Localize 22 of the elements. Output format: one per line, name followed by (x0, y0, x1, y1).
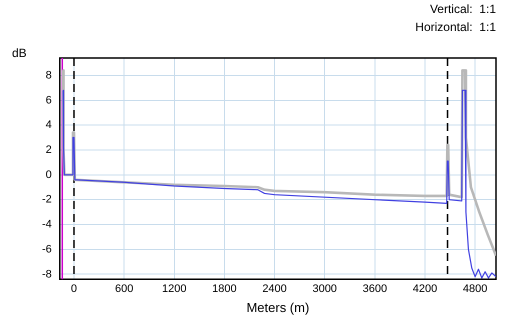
x-tick-label: 3000 (312, 282, 337, 295)
x-tick-label: 4800 (462, 282, 488, 295)
x-tick-label: 2400 (262, 282, 287, 295)
y-tick-label: 4 (46, 119, 52, 132)
x-tick-label: 4200 (412, 282, 438, 295)
text: Vertical: 1:1 (430, 2, 496, 16)
x-tick-label: 1800 (212, 282, 237, 295)
y-tick-label: -4 (42, 218, 52, 231)
y-tick-label: -8 (42, 268, 52, 280)
y-tick-label: 8 (46, 69, 52, 82)
x-tick-label: 3600 (362, 282, 388, 295)
x-tick-label: 0 (70, 282, 78, 295)
x-tick-label: 600 (114, 282, 134, 295)
y-tick-label: 2 (46, 144, 52, 156)
x-axis-title: Meters (m) (246, 300, 310, 315)
y-tick-label: -2 (42, 194, 52, 206)
y-tick-label: -6 (42, 243, 52, 256)
y-tick-label: 0 (46, 168, 52, 181)
y-axis-title: dB (12, 46, 27, 60)
text: Horizontal: 1:1 (415, 20, 496, 34)
x-tick-label: 1200 (162, 282, 187, 295)
y-tick-label: 6 (46, 94, 52, 106)
